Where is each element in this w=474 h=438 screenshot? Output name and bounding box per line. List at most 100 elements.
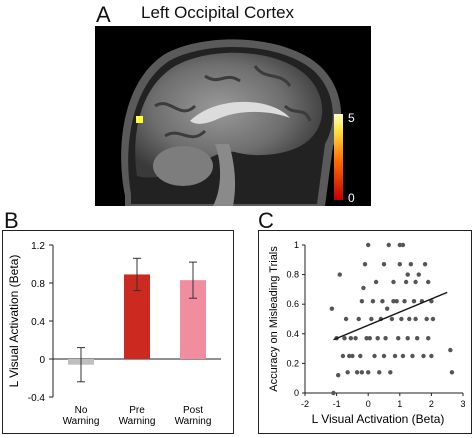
scatter-point <box>449 370 455 375</box>
category-label: Warning <box>119 416 156 427</box>
scatter-point <box>359 299 365 304</box>
scatter-point <box>396 336 401 341</box>
scatter-point <box>384 306 390 311</box>
scatter-point <box>372 353 377 359</box>
scatter-point <box>405 272 410 277</box>
y-tick-label: 1.2 <box>31 241 45 252</box>
panel-a-letter: A <box>96 2 111 27</box>
colorbar-min-label: 0 <box>348 191 355 205</box>
x-tick-label: 2 <box>429 399 434 409</box>
y-tick-label: 0.4 <box>31 317 45 328</box>
panel-a-title: Left Occipital Cortex <box>141 3 295 22</box>
scatter-point <box>403 279 409 285</box>
y-tick-label: 0.6 <box>286 299 299 309</box>
scatter-point <box>397 242 402 248</box>
scatter-point <box>362 262 368 267</box>
scatter-point <box>375 336 380 341</box>
scatter-point <box>380 299 385 304</box>
scatter-point <box>343 316 349 322</box>
regression-line <box>333 291 448 341</box>
scatter-point <box>366 242 371 248</box>
scatter-point <box>400 242 406 248</box>
scatter-point <box>402 299 407 304</box>
scatter-point <box>329 306 335 311</box>
scatter-point <box>388 370 393 375</box>
scatter-point <box>414 336 420 341</box>
category-label: Post <box>183 405 203 416</box>
scatter-point <box>416 272 421 277</box>
scatter-point <box>413 316 418 322</box>
y-tick-label: 0.8 <box>31 279 45 290</box>
scatter-point <box>367 336 372 341</box>
scatter-point <box>391 299 396 304</box>
scatter-point <box>392 353 398 359</box>
scatter-point <box>410 353 415 359</box>
scatter-point <box>366 370 371 375</box>
scatter-point <box>405 336 410 341</box>
scatter-point <box>364 336 369 341</box>
scatter-point <box>358 353 363 359</box>
scatter-point <box>347 353 352 359</box>
scatter-point <box>397 262 402 267</box>
scatter-point <box>354 370 360 375</box>
scatter-point <box>348 336 354 341</box>
scatter-point <box>413 279 418 285</box>
scatter-point <box>377 370 382 375</box>
scatter-point <box>342 336 347 341</box>
category-label: Warning <box>175 416 212 427</box>
scatter-point <box>422 262 428 267</box>
panel-c-letter: C <box>258 208 274 233</box>
scatter-point <box>356 316 361 322</box>
x-tick-label: 0 <box>366 399 371 409</box>
scatter-point <box>335 373 341 378</box>
colorbar <box>334 114 343 200</box>
scatter-point <box>426 336 431 341</box>
category-label: Warning <box>63 416 100 427</box>
scatter-point <box>337 272 342 277</box>
scatter-point <box>381 353 387 359</box>
bar-chart: 1.2 0.8 0.4 0 -0.4 L Visual Activation (Beta)… <box>7 241 221 427</box>
scatter-point <box>408 262 414 267</box>
scatter-point <box>369 316 374 322</box>
scatter-point <box>424 316 429 322</box>
x-axis-label: L Visual Activation (Beta) <box>312 412 445 426</box>
scatter-point <box>407 316 412 322</box>
scatter-point <box>340 353 346 359</box>
scatter-point <box>381 262 387 267</box>
x-tick-label: -1 <box>333 399 341 409</box>
scatter-point <box>400 353 406 359</box>
scatter-point <box>399 316 404 322</box>
scatter-point <box>359 370 365 375</box>
y-axis-label: L Visual Activation (Beta) <box>7 255 21 388</box>
x-tick-label: -2 <box>301 399 309 409</box>
scatter-point <box>430 316 436 322</box>
scatter-point <box>361 285 366 291</box>
category-label: No <box>75 405 88 416</box>
scatter-point <box>429 353 434 359</box>
scatter-point <box>331 390 336 396</box>
scatter-point <box>389 316 395 322</box>
activation-blob <box>136 116 143 123</box>
scatter-point <box>373 279 379 285</box>
scatter-point <box>370 299 376 304</box>
brain-sagittal-slice: 5 0 <box>121 39 355 207</box>
colorbar-max-label: 5 <box>348 111 355 125</box>
scatter-point <box>426 279 431 285</box>
y-tick-label: 1 <box>294 240 299 250</box>
scatter-point <box>345 370 350 375</box>
y-tick-label: -0.4 <box>28 393 46 404</box>
scatter-point <box>350 353 355 359</box>
y-tick-label: 0.4 <box>286 329 299 339</box>
panel-c-frame: 1 0.8 0.6 0.4 0.2 0 -2 -1 0 1 2 3 L Visual Activatio… <box>258 230 472 434</box>
panel-b-frame: 1.2 0.8 0.4 0 -0.4 L Visual Activation (Beta)… <box>2 230 234 434</box>
panel-b-letter: B <box>4 208 19 233</box>
scatter-point <box>383 336 388 341</box>
x-tick-label: 3 <box>460 399 465 409</box>
y-tick-label: 0 <box>294 388 299 398</box>
x-tick-label: 1 <box>397 399 402 409</box>
scatter-point <box>391 279 396 285</box>
scatter-point <box>386 242 391 248</box>
scatter-point <box>394 299 399 304</box>
scatter-chart: 10.80.60.40.20-2 -1 0 1 2 3L Visual Activatio… <box>268 240 466 426</box>
category-label: Pre <box>129 405 145 416</box>
